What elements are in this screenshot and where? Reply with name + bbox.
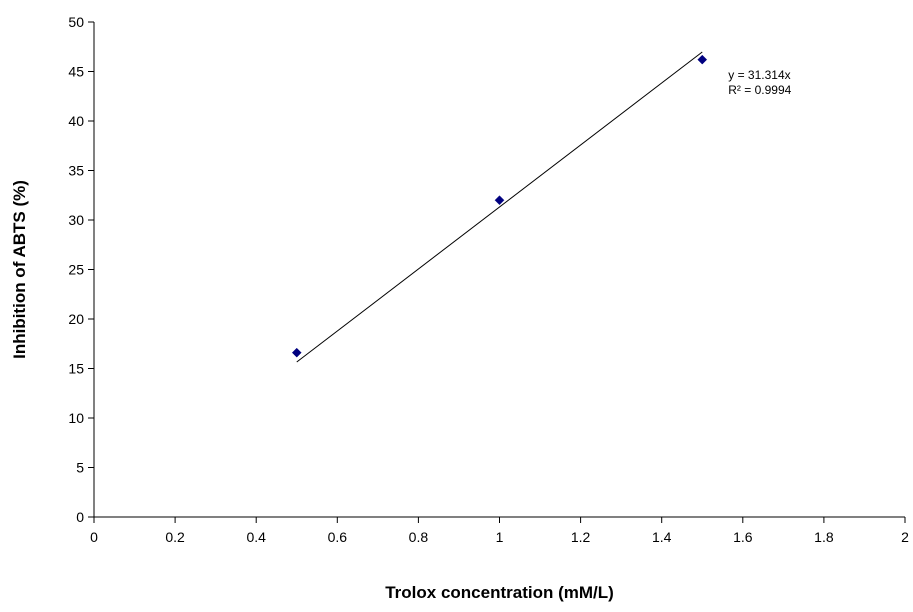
x-tick-label: 1.2 <box>571 529 591 545</box>
y-axis-title: Inhibition of ABTS (%) <box>10 180 29 359</box>
y-axis-ticks: 0 5 10 15 20 25 30 35 40 45 50 <box>68 14 94 525</box>
y-tick-label: 45 <box>68 64 84 80</box>
data-points <box>291 54 708 358</box>
y-tick-label: 0 <box>76 509 84 525</box>
y-tick-label: 50 <box>68 14 84 30</box>
equation-label: y = 31.314x <box>728 68 790 82</box>
x-tick-label: 0.2 <box>165 529 185 545</box>
data-point <box>494 195 505 206</box>
x-axis-title: Trolox concentration (mM/L) <box>385 583 614 602</box>
y-tick-label: 15 <box>68 361 84 377</box>
y-tick-label: 30 <box>68 212 84 228</box>
y-tick-label: 35 <box>68 163 84 179</box>
x-tick-label: 1.8 <box>814 529 834 545</box>
y-tick-label: 40 <box>68 113 84 129</box>
trendline <box>296 51 703 363</box>
x-tick-label: 0 <box>90 529 98 545</box>
x-tick-label: 1 <box>496 529 504 545</box>
x-tick-label: 2 <box>901 529 909 545</box>
x-tick-label: 0.8 <box>409 529 429 545</box>
r-squared-label: R² = 0.9994 <box>728 83 791 97</box>
data-point <box>291 347 302 358</box>
y-tick-label: 20 <box>68 311 84 327</box>
x-tick-label: 0.6 <box>328 529 348 545</box>
y-tick-label: 25 <box>68 262 84 278</box>
data-point <box>697 54 708 65</box>
x-tick-label: 1.4 <box>652 529 672 545</box>
x-tick-label: 0.4 <box>246 529 266 545</box>
x-tick-label: 1.6 <box>733 529 753 545</box>
y-tick-label: 5 <box>76 460 84 476</box>
x-axis-ticks: 0 0.2 0.4 0.6 0.8 1 1.2 1.4 1.6 1.8 2 <box>90 517 909 545</box>
y-tick-label: 10 <box>68 410 84 426</box>
